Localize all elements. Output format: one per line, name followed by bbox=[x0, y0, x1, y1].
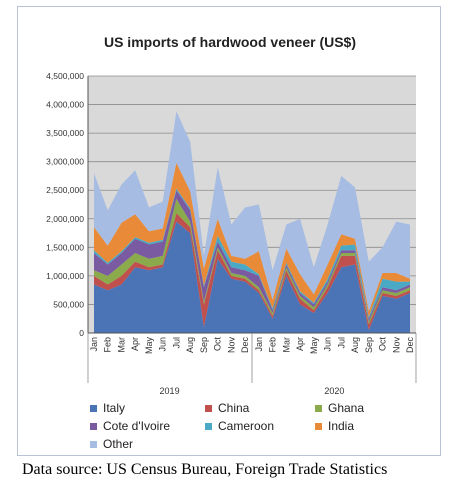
legend-label: Other bbox=[103, 437, 134, 451]
chart-frame: US imports of hardwood veneer (US$) 0 500… bbox=[17, 6, 441, 456]
year-label: 2020 bbox=[324, 386, 344, 396]
legend-swatch bbox=[205, 404, 212, 412]
chart-svg: US imports of hardwood veneer (US$) 0 500… bbox=[46, 34, 417, 396]
y-tick-label: 3,500,000 bbox=[46, 128, 84, 138]
x-tick-label: Sep bbox=[364, 337, 374, 353]
area-series-other bbox=[94, 111, 410, 312]
x-tick-label: Jul bbox=[336, 337, 346, 349]
x-tick-label: Apr bbox=[295, 337, 305, 351]
x-tick-label: Nov bbox=[391, 337, 401, 354]
legend-swatch bbox=[90, 404, 97, 412]
area-series-ghana bbox=[94, 198, 410, 325]
legend-label: China bbox=[218, 401, 250, 415]
legend-label: Italy bbox=[103, 401, 126, 415]
legend-item: Italy bbox=[90, 400, 125, 416]
legend-swatch bbox=[90, 440, 97, 448]
legend-label: Cote d'Ivoire bbox=[103, 419, 170, 433]
x-tick-label: Jun bbox=[158, 337, 168, 352]
x-tick-label: Mar bbox=[281, 337, 291, 353]
x-tick-label: Dec bbox=[240, 337, 250, 354]
x-tick-label: May bbox=[309, 337, 319, 355]
legend-swatch bbox=[315, 404, 322, 412]
x-tick-label: Oct bbox=[213, 337, 223, 352]
x-tick-label: Feb bbox=[103, 337, 113, 353]
legend-item: Ghana bbox=[315, 400, 364, 416]
x-tick-label: May bbox=[144, 337, 154, 355]
y-tick-label: 2,500,000 bbox=[46, 185, 84, 195]
legend-item: Cote d'Ivoire bbox=[90, 418, 170, 434]
chart-title: US imports of hardwood veneer (US$) bbox=[104, 34, 356, 50]
x-tick-label: Aug bbox=[350, 337, 360, 353]
y-tick-label: 1,000,000 bbox=[46, 271, 84, 281]
area-series-cote-d-ivoire bbox=[94, 190, 410, 322]
x-tick-label: Jul bbox=[171, 337, 181, 349]
x-tick-label: Jan bbox=[254, 337, 264, 352]
y-tick-label: 1,500,000 bbox=[46, 242, 84, 252]
legend-label: India bbox=[328, 419, 355, 433]
y-tick-label: 2,000,000 bbox=[46, 214, 84, 224]
x-tick-label: Nov bbox=[226, 337, 236, 354]
legend-item: China bbox=[205, 400, 249, 416]
area-series-india bbox=[94, 162, 410, 317]
legend-label: Ghana bbox=[328, 401, 365, 415]
y-tick-label: 0 bbox=[79, 328, 84, 338]
x-tick-label: Sep bbox=[199, 337, 209, 353]
area-series-italy bbox=[94, 221, 410, 333]
legend-swatch bbox=[90, 422, 97, 430]
y-tick-label: 4,500,000 bbox=[46, 71, 84, 81]
x-tick-label: Mar bbox=[117, 337, 127, 353]
data-source-note: Data source: US Census Bureau, Foreign T… bbox=[22, 461, 388, 478]
y-tick-label: 500,000 bbox=[53, 299, 84, 309]
legend-label: Cameroon bbox=[218, 419, 275, 433]
legend-item: Cameroon bbox=[205, 418, 274, 434]
legend-item: Other bbox=[90, 436, 133, 452]
x-tick-label: Dec bbox=[405, 337, 415, 354]
legend-swatch bbox=[205, 422, 212, 430]
year-label: 2019 bbox=[160, 386, 180, 396]
legend-swatch bbox=[315, 422, 322, 430]
x-tick-label: Jan bbox=[89, 337, 99, 352]
x-tick-label: Apr bbox=[130, 337, 140, 351]
y-tick-label: 3,000,000 bbox=[46, 157, 84, 167]
x-tick-label: Jun bbox=[323, 337, 333, 352]
x-tick-label: Aug bbox=[185, 337, 195, 353]
x-tick-label: Feb bbox=[268, 337, 278, 353]
x-tick-label: Oct bbox=[378, 337, 388, 352]
legend-item: India bbox=[315, 418, 354, 434]
y-tick-label: 4,000,000 bbox=[46, 100, 84, 110]
